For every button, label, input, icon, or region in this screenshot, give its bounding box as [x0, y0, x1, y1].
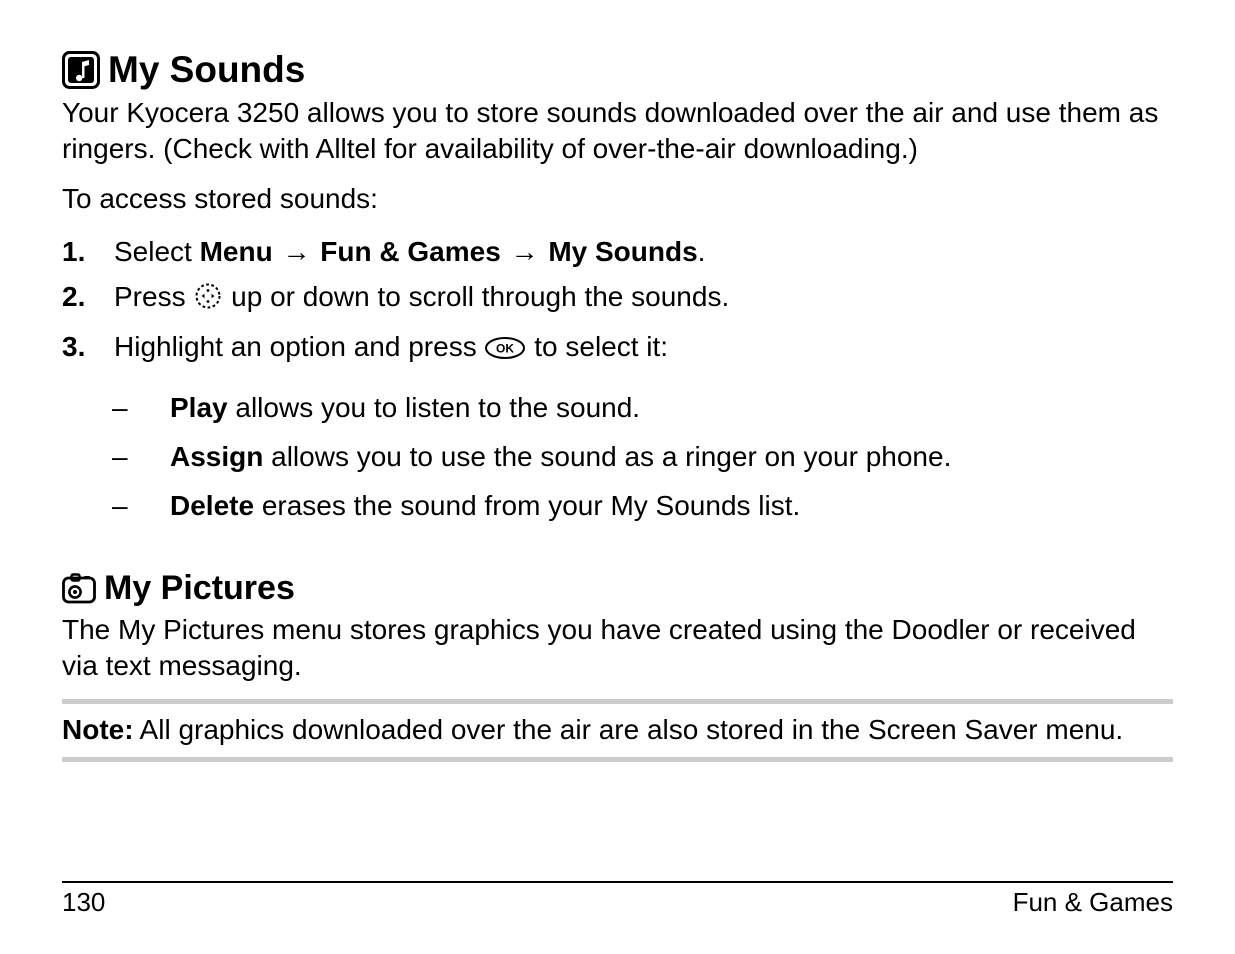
manual-page: My Sounds Your Kyocera 3250 allows you t…	[0, 0, 1235, 954]
section1-intro: Your Kyocera 3250 allows you to store so…	[62, 95, 1173, 168]
section2-intro: The My Pictures menu stores graphics you…	[62, 612, 1173, 685]
section-title: My Pictures	[104, 570, 295, 607]
sub-option: – Play allows you to listen to the sound…	[112, 386, 1173, 431]
sub-option-body: Assign allows you to use the sound as a …	[170, 435, 951, 480]
step-text: .	[698, 236, 706, 267]
step-text: Select	[114, 236, 200, 267]
music-note-icon	[62, 51, 100, 89]
pictures-icon	[62, 573, 96, 605]
section-title: My Sounds	[108, 50, 305, 91]
step-body: Select Menu → Fun & Games → My Sounds.	[114, 230, 1173, 273]
step-number: 2.	[62, 275, 114, 318]
nav-key-icon	[193, 279, 223, 322]
step-body: Highlight an option and press OK to sele…	[114, 325, 1173, 372]
option-desc: erases the sound from your My Sounds lis…	[254, 490, 800, 521]
step-1: 1. Select Menu → Fun & Games → My Sounds…	[62, 230, 1173, 273]
step-text: up or down to scroll through the sounds.	[223, 281, 729, 312]
step-body: Press up or down to scroll through the s…	[114, 275, 1173, 322]
option-name: Play	[170, 392, 228, 423]
page-number: 130	[62, 887, 105, 918]
svg-text:OK: OK	[496, 341, 514, 355]
arrow-icon: →	[509, 236, 541, 267]
step-text: Press	[114, 281, 193, 312]
footer-section-title: Fun & Games	[1013, 887, 1173, 918]
option-desc: allows you to use the sound as a ringer …	[263, 441, 951, 472]
note-label: Note:	[62, 712, 140, 748]
option-name: Assign	[170, 441, 263, 472]
section1-lead: To access stored sounds:	[62, 181, 1173, 217]
menu-path-part: Fun & Games	[320, 236, 500, 267]
bullet-dash: –	[112, 386, 170, 431]
step-2: 2. Press up or down to scroll through th…	[62, 275, 1173, 322]
note-block: Note: All graphics downloaded over the a…	[62, 699, 1173, 763]
step-3: 3. Highlight an option and press OK to s…	[62, 325, 1173, 372]
step-text: Highlight an option and press	[114, 331, 484, 362]
step-text: to select it:	[526, 331, 668, 362]
section-heading-my-sounds: My Sounds	[62, 50, 1173, 91]
bullet-dash: –	[112, 484, 170, 529]
section-heading-my-pictures: My Pictures	[62, 570, 1173, 607]
menu-path-part: My Sounds	[548, 236, 697, 267]
option-name: Delete	[170, 490, 254, 521]
menu-path-part: Menu	[200, 236, 273, 267]
sub-option: – Delete erases the sound from your My S…	[112, 484, 1173, 529]
sub-options-list: – Play allows you to listen to the sound…	[112, 386, 1173, 528]
ok-key-icon: OK	[484, 329, 526, 372]
sub-option-body: Play allows you to listen to the sound.	[170, 386, 640, 431]
option-desc: allows you to listen to the sound.	[228, 392, 640, 423]
arrow-icon: →	[281, 236, 313, 267]
steps-list: 1. Select Menu → Fun & Games → My Sounds…	[62, 230, 1173, 372]
step-number: 1.	[62, 230, 114, 273]
sub-option-body: Delete erases the sound from your My Sou…	[170, 484, 800, 529]
note-text: All graphics downloaded over the air are…	[140, 712, 1173, 748]
sub-option: – Assign allows you to use the sound as …	[112, 435, 1173, 480]
step-number: 3.	[62, 325, 114, 368]
bullet-dash: –	[112, 435, 170, 480]
page-footer: 130 Fun & Games	[62, 881, 1173, 918]
